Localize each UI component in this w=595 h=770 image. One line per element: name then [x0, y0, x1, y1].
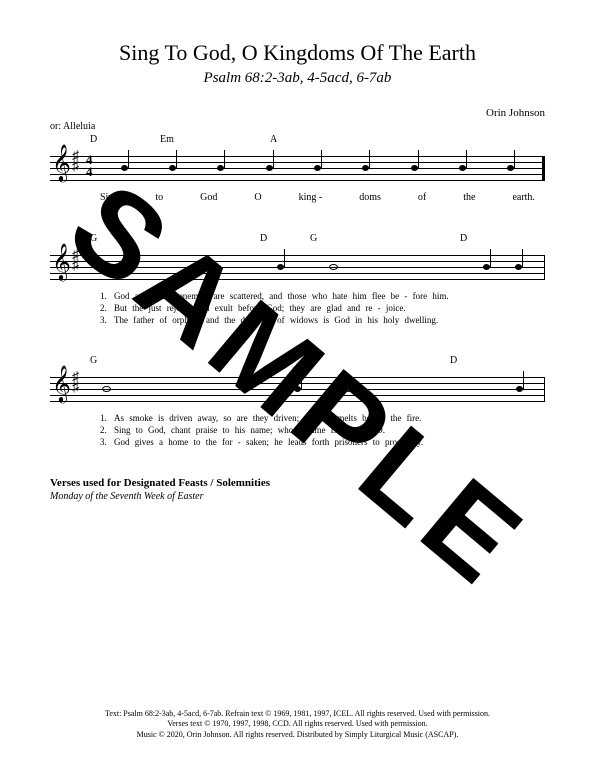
verse-lyric: 2. Sing to God, chant praise to his name…	[50, 425, 545, 435]
verse-lyric: 2. But the just rejoice and exult before…	[50, 303, 545, 313]
lyric-syllable: earth.	[512, 192, 535, 203]
key-signature: ♯♯	[72, 152, 79, 172]
key-signature: ♯♯	[72, 373, 79, 393]
lyric-syllable: doms	[359, 192, 381, 203]
key-signature: ♯♯	[72, 251, 79, 271]
treble-clef-icon: 𝄞	[52, 245, 71, 277]
chord: G	[310, 233, 460, 247]
music-staff: 𝄞 ♯♯	[50, 247, 545, 287]
footer-line: Text: Psalm 68:2-3ab, 4-5acd, 6-7ab. Ref…	[50, 709, 545, 719]
barline	[542, 156, 545, 180]
section-subheading: Monday of the Seventh Week of Easter	[50, 491, 545, 502]
chord-row: D Em A	[50, 134, 545, 148]
verse-number: 3.	[100, 437, 114, 447]
verse-text: God gives a home to the for - saken; he …	[114, 437, 535, 447]
verse-number: 1.	[100, 291, 114, 301]
chord: A	[270, 134, 277, 148]
verse-text: As smoke is driven away, so are they dri…	[114, 413, 535, 423]
footer-line: Verses text © 1970, 1997, 1998, CCD. All…	[50, 719, 545, 729]
treble-clef-icon: 𝄞	[52, 367, 71, 399]
verse-lyric: 3. God gives a home to the for - saken; …	[50, 437, 545, 447]
verse-text: God arises; his enemies are scattered, a…	[114, 291, 535, 301]
composer-name: Orin Johnson	[50, 107, 545, 119]
notes	[100, 247, 535, 287]
section-heading: Verses used for Designated Feasts / Sole…	[50, 477, 545, 489]
verse-number: 2.	[100, 303, 114, 313]
footer-line: Music © 2020, Orin Johnson. All rights r…	[50, 730, 545, 740]
chord: G	[90, 233, 260, 247]
verse-number: 1.	[100, 413, 114, 423]
time-signature: 44	[86, 154, 93, 177]
chord: D	[450, 355, 457, 369]
copyright-footer: Text: Psalm 68:2-3ab, 4-5acd, 6-7ab. Ref…	[50, 709, 545, 740]
song-title: Sing To God, O Kingdoms Of The Earth	[50, 40, 545, 66]
chord: Em	[160, 134, 270, 148]
chord-row: G D D	[50, 355, 545, 369]
verse-text: But the just rejoice and exult before Go…	[114, 303, 535, 313]
lyric-syllable: of	[418, 192, 426, 203]
barline	[544, 377, 545, 401]
notes	[100, 148, 535, 188]
notes	[100, 369, 535, 409]
lyric-syllable: O	[254, 192, 261, 203]
lyric-syllable: to	[155, 192, 163, 203]
lyric-syllable: Sing	[100, 192, 118, 203]
refrain-block: D Em A 𝄞 ♯♯ 44 Sing to God O king - doms…	[50, 134, 545, 203]
verse-lyric: 3. The father of orphans and the defende…	[50, 315, 545, 325]
lyric-syllable: the	[463, 192, 475, 203]
alternate-text: or: Alleluia	[50, 121, 545, 132]
verse-lyric: 1. As smoke is driven away, so are they …	[50, 413, 545, 423]
lyric-syllable: God	[200, 192, 217, 203]
chord: D	[280, 355, 450, 369]
chord-row: G D G D	[50, 233, 545, 247]
verse-block-1: G D G D 𝄞 ♯♯ 1. God arises; his enemies …	[50, 233, 545, 325]
sheet-music-page: Sing To God, O Kingdoms Of The Earth Psa…	[0, 0, 595, 770]
chord: D	[260, 233, 310, 247]
barline	[544, 255, 545, 279]
verse-text: The father of orphans and the defender o…	[114, 315, 535, 325]
verse-lyric: 1. God arises; his enemies are scattered…	[50, 291, 545, 301]
verse-block-2: G D D 𝄞 ♯♯ 1. As smoke is driven away, s…	[50, 355, 545, 447]
lyric-syllable: king -	[299, 192, 323, 203]
psalm-reference: Psalm 68:2-3ab, 4-5acd, 6-7ab	[50, 70, 545, 87]
chord: G	[90, 355, 280, 369]
treble-clef-icon: 𝄞	[52, 146, 71, 178]
music-staff: 𝄞 ♯♯	[50, 369, 545, 409]
music-staff: 𝄞 ♯♯ 44	[50, 148, 545, 188]
verse-text: Sing to God, chant praise to his name; w…	[114, 425, 535, 435]
verse-number: 2.	[100, 425, 114, 435]
chord: D	[90, 134, 160, 148]
chord: D	[460, 233, 467, 247]
verse-number: 3.	[100, 315, 114, 325]
refrain-lyrics: Sing to God O king - doms of the earth.	[50, 192, 545, 203]
